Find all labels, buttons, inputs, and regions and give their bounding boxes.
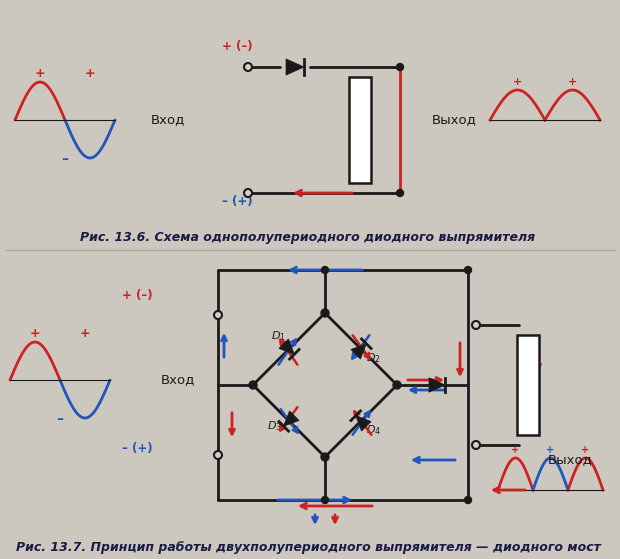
Polygon shape xyxy=(429,378,445,392)
Circle shape xyxy=(464,496,471,504)
Text: $R_{н}$: $R_{н}$ xyxy=(349,122,367,138)
Circle shape xyxy=(464,267,471,273)
Bar xyxy=(349,77,371,183)
Text: +: + xyxy=(30,327,40,340)
Circle shape xyxy=(249,381,257,389)
Text: –: – xyxy=(61,152,68,166)
Polygon shape xyxy=(279,339,294,354)
Text: $D_3$: $D_3$ xyxy=(267,419,282,433)
Bar xyxy=(517,335,539,435)
Circle shape xyxy=(397,190,404,197)
Text: Выход: Выход xyxy=(548,453,593,467)
Text: +: + xyxy=(568,77,577,87)
Circle shape xyxy=(244,189,252,197)
Text: $D_4$: $D_4$ xyxy=(366,423,381,437)
Text: $D_2$: $D_2$ xyxy=(366,351,381,365)
Circle shape xyxy=(472,441,480,449)
Circle shape xyxy=(322,267,329,273)
Circle shape xyxy=(472,321,480,329)
Text: +: + xyxy=(546,445,554,455)
Text: +: + xyxy=(80,327,91,340)
Text: – (+): – (+) xyxy=(222,195,252,208)
Circle shape xyxy=(321,309,329,317)
Text: Вход: Вход xyxy=(161,373,195,386)
Text: +: + xyxy=(512,445,520,455)
Text: $R_{н}$: $R_{н}$ xyxy=(519,372,537,388)
Text: – (+): – (+) xyxy=(122,442,153,455)
Polygon shape xyxy=(286,59,304,75)
Polygon shape xyxy=(356,416,371,431)
Circle shape xyxy=(214,451,222,459)
Circle shape xyxy=(393,381,401,389)
Circle shape xyxy=(321,453,329,461)
Text: –: – xyxy=(56,412,63,426)
Text: Рис. 13.6. Схема однополупериодного диодного выпрямителя: Рис. 13.6. Схема однополупериодного диод… xyxy=(81,231,536,244)
Text: +: + xyxy=(85,67,95,80)
Text: + (–): + (–) xyxy=(122,289,153,302)
Text: +: + xyxy=(582,445,590,455)
Polygon shape xyxy=(351,344,366,359)
Circle shape xyxy=(244,63,252,71)
Text: $D_1$: $D_1$ xyxy=(271,329,286,343)
Text: Вход: Вход xyxy=(151,113,185,126)
Text: Выход: Выход xyxy=(432,113,477,126)
Text: +: + xyxy=(35,67,45,80)
Circle shape xyxy=(322,496,329,504)
Text: Рис. 13.7. Принцип работы двухполупериодного выпрямителя — диодного мост: Рис. 13.7. Принцип работы двухполупериод… xyxy=(16,542,600,555)
Circle shape xyxy=(214,311,222,319)
Text: + (–): + (–) xyxy=(222,40,252,53)
Polygon shape xyxy=(284,411,299,427)
Circle shape xyxy=(397,64,404,70)
Text: +: + xyxy=(513,77,522,87)
